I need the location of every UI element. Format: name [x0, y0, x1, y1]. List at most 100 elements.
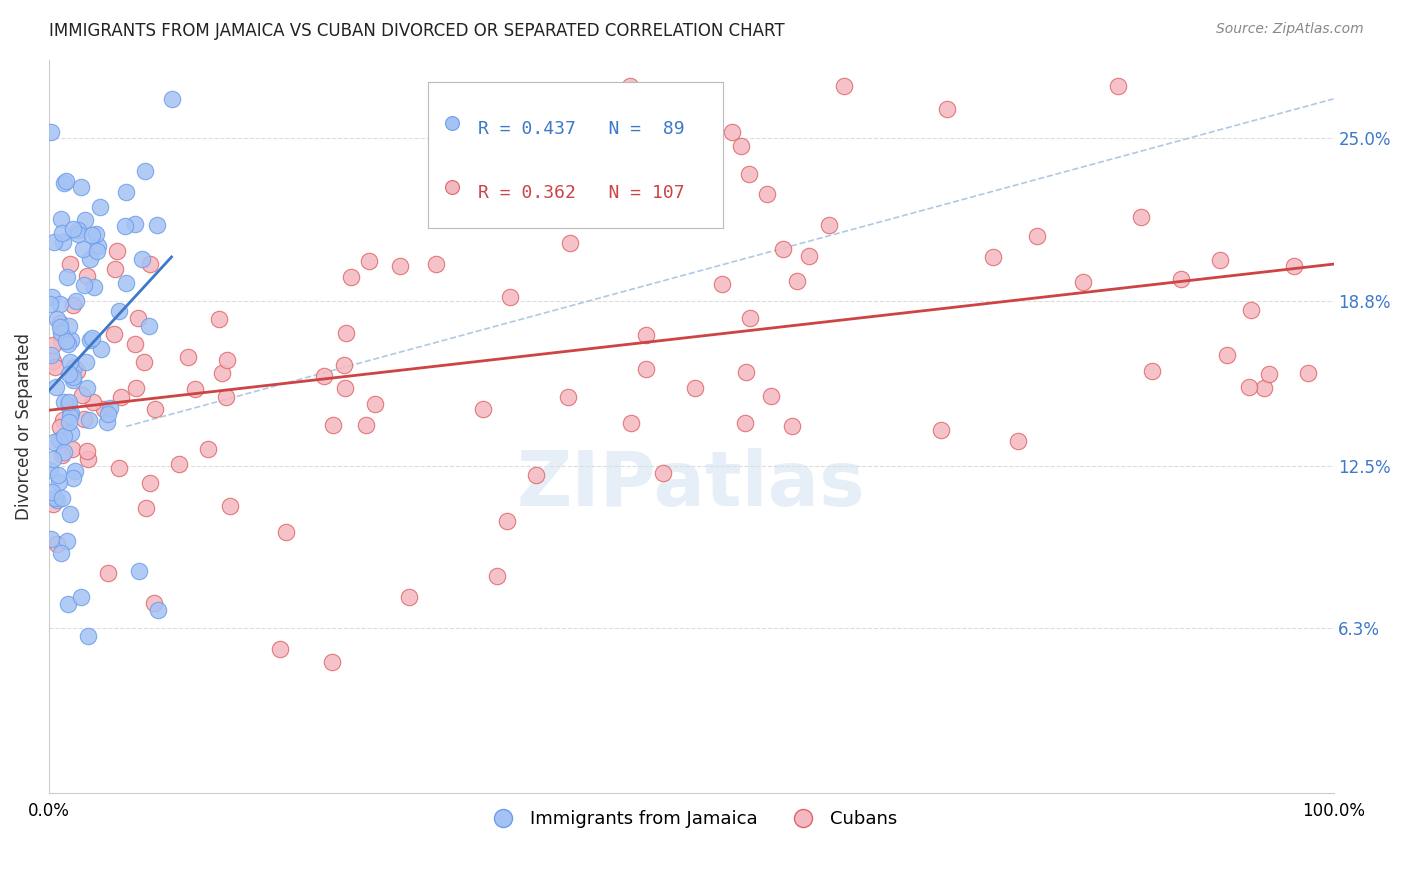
Point	[1209, 253, 1232, 268]
Point	[333, 382, 356, 396]
Point	[104, 261, 127, 276]
Point	[62, 369, 84, 384]
Point	[207, 312, 229, 326]
Point	[79, 252, 101, 266]
Point	[721, 125, 744, 139]
Point	[59, 257, 82, 271]
Point	[82, 331, 104, 345]
Point	[105, 244, 128, 259]
Point	[145, 219, 167, 233]
Point	[52, 395, 75, 409]
Point	[1129, 210, 1152, 224]
Point	[98, 401, 121, 415]
Point	[1258, 367, 1281, 381]
Point	[58, 337, 80, 351]
Point	[425, 257, 447, 271]
Text: IMMIGRANTS FROM JAMAICA VS CUBAN DIVORCED OR SEPARATED CORRELATION CHART: IMMIGRANTS FROM JAMAICA VS CUBAN DIVORCE…	[49, 22, 785, 40]
Point	[49, 212, 72, 227]
Point	[177, 350, 200, 364]
Point	[66, 227, 89, 241]
Point	[49, 297, 72, 311]
Point	[499, 290, 522, 304]
Point	[1170, 272, 1192, 286]
Point	[97, 566, 120, 581]
Point	[115, 276, 138, 290]
Point	[49, 420, 72, 434]
Point	[76, 443, 98, 458]
Point	[1282, 260, 1305, 274]
Point	[48, 433, 70, 447]
Point	[143, 401, 166, 416]
Point	[496, 514, 519, 528]
Point	[58, 395, 80, 409]
Point	[146, 603, 169, 617]
Point	[53, 176, 76, 190]
Point	[62, 373, 84, 387]
Point	[1107, 78, 1129, 93]
Point	[42, 497, 65, 511]
Point	[759, 389, 782, 403]
Point	[1253, 381, 1275, 395]
Point	[142, 596, 165, 610]
Point	[333, 359, 356, 373]
Point	[72, 388, 94, 402]
Point	[51, 448, 73, 462]
Point	[93, 401, 115, 416]
Point	[59, 354, 82, 368]
Point	[75, 355, 97, 369]
Point	[134, 164, 156, 178]
Point	[782, 419, 804, 434]
Point	[83, 280, 105, 294]
Point	[60, 442, 83, 457]
Point	[62, 222, 84, 236]
Point	[59, 406, 82, 420]
Point	[108, 304, 131, 318]
Point	[132, 355, 155, 369]
Point	[634, 328, 657, 343]
Point	[44, 491, 66, 506]
Point	[39, 297, 62, 311]
Point	[356, 417, 378, 432]
Point	[41, 348, 63, 362]
Point	[86, 239, 108, 253]
Point	[1216, 348, 1239, 362]
Point	[772, 242, 794, 256]
Point	[59, 409, 82, 423]
Point	[49, 319, 72, 334]
Point	[364, 397, 387, 411]
Point	[70, 590, 93, 604]
Point	[42, 452, 65, 467]
Point	[1026, 228, 1049, 243]
Point	[1007, 434, 1029, 448]
Point	[63, 464, 86, 478]
Point	[77, 413, 100, 427]
Point	[114, 219, 136, 234]
Point	[58, 507, 80, 521]
Point	[1240, 303, 1263, 318]
Point	[44, 360, 66, 375]
Point	[167, 457, 190, 471]
Point	[734, 416, 756, 430]
Point	[634, 361, 657, 376]
Point	[218, 499, 240, 513]
Point	[710, 277, 733, 292]
Point	[62, 359, 84, 374]
Point	[46, 537, 69, 551]
Point	[139, 475, 162, 490]
Point	[215, 390, 238, 404]
Point	[217, 352, 239, 367]
Point	[321, 656, 343, 670]
Point	[46, 312, 69, 326]
Point	[73, 278, 96, 293]
Point	[58, 368, 80, 382]
Point	[56, 534, 79, 549]
Point	[138, 319, 160, 334]
Point	[388, 259, 411, 273]
Text: Source: ZipAtlas.com: Source: ZipAtlas.com	[1216, 22, 1364, 37]
Point	[818, 218, 841, 232]
Point	[79, 333, 101, 347]
Point	[77, 451, 100, 466]
Point	[45, 380, 67, 394]
Point	[730, 139, 752, 153]
Point	[55, 173, 77, 187]
